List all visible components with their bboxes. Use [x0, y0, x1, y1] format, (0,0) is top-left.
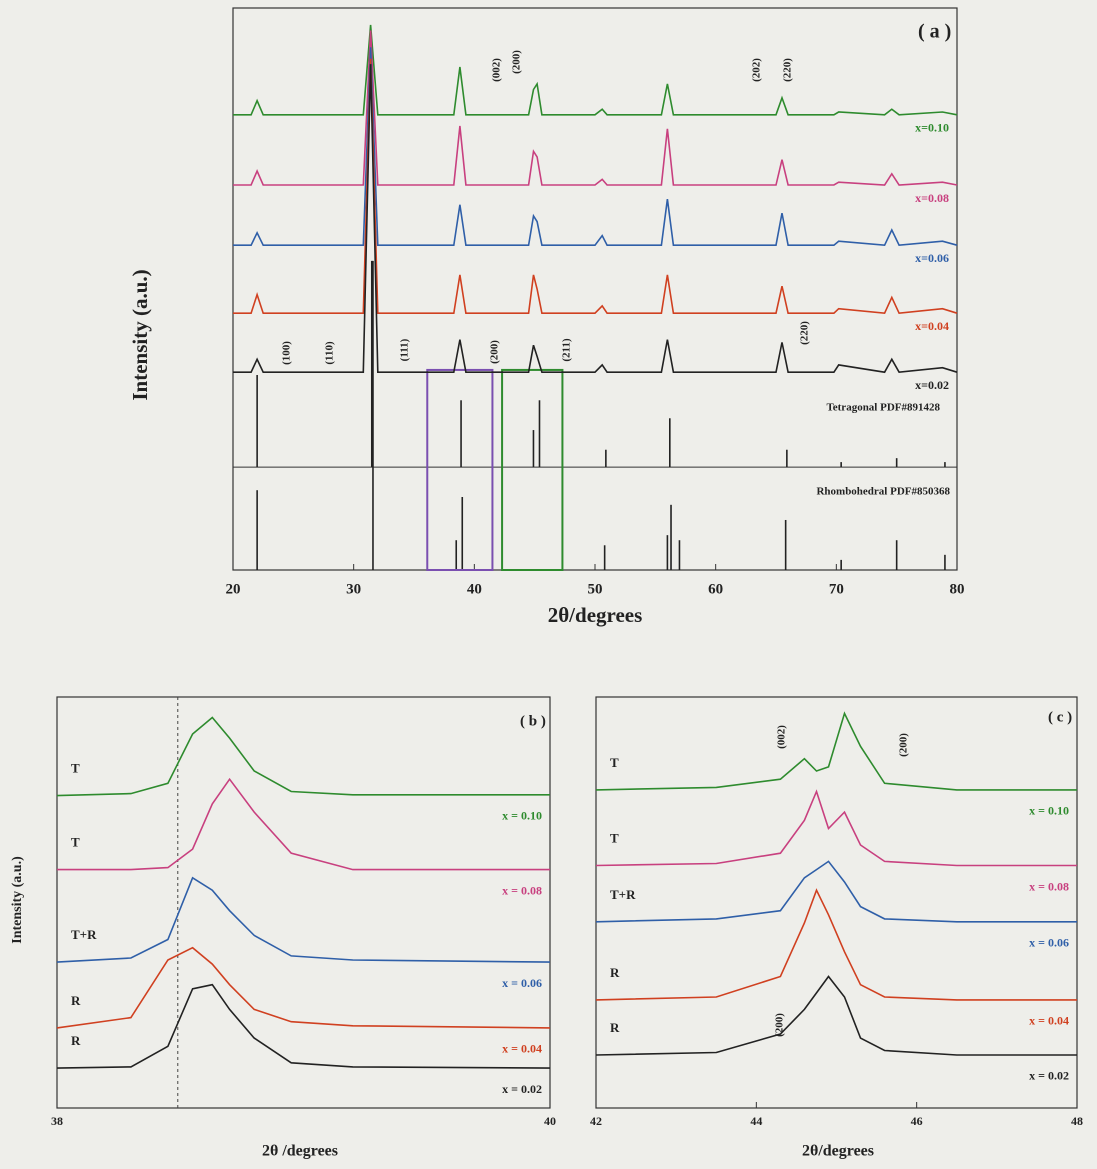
pattern-line: [233, 64, 957, 372]
panel-title: ( b ): [520, 713, 546, 729]
miller-index: (111): [399, 338, 411, 361]
pattern-line: [596, 713, 1077, 790]
phase-label: R: [610, 965, 620, 980]
x-tick-label: 20: [226, 581, 241, 597]
panel-c-frame: [596, 697, 1077, 1108]
miller-index: (211): [561, 338, 573, 362]
series-label: x=0.06: [915, 251, 949, 265]
series-label: x = 0.04: [502, 1042, 542, 1056]
series-label: x = 0.10: [1029, 804, 1069, 818]
y-axis-label: Intensity (a.u.): [128, 269, 152, 400]
series-label: x = 0.08: [502, 883, 542, 897]
reference-label: Rhombohedral PDF#850368: [816, 486, 950, 498]
x-tick-label: 80: [950, 581, 965, 597]
phase-label: T: [610, 830, 619, 845]
series-label: x=0.08: [915, 191, 949, 205]
miller-index: (202): [751, 58, 763, 82]
pattern-line: [233, 31, 957, 186]
pattern-line: [596, 792, 1077, 866]
series-label: x = 0.10: [502, 809, 542, 823]
phase-label: T: [610, 755, 619, 770]
series-label: x = 0.06: [1029, 936, 1069, 950]
pattern-line: [57, 948, 550, 1028]
x-tick-label: 44: [750, 1114, 762, 1128]
series-label: x = 0.08: [1029, 879, 1069, 893]
highlight-box: [427, 370, 492, 570]
phase-label: T: [71, 835, 80, 850]
miller-index: (200): [898, 733, 910, 757]
miller-index: (100): [281, 341, 293, 365]
miller-index: (002): [776, 725, 788, 749]
x-tick-label: 70: [829, 581, 844, 597]
phase-label: T+R: [71, 927, 97, 942]
x-tick-label: 60: [708, 581, 723, 597]
y-axis-label: Intensity (a.u.): [10, 856, 25, 944]
pattern-line: [233, 47, 957, 245]
x-tick-label: 46: [911, 1114, 923, 1128]
figure: ( a ) ( b ) ( c ) 2θ/degrees 2θ /degrees…: [0, 0, 1097, 1169]
phase-label: R: [71, 993, 81, 1008]
series-label: x = 0.02: [1029, 1069, 1069, 1083]
x-tick-label: 40: [467, 581, 482, 597]
pattern-line: [57, 878, 550, 962]
panel-title: ( c ): [1048, 709, 1072, 725]
x-axis-label: 2θ/degrees: [548, 603, 643, 627]
reference-label: Tetragonal PDF#891428: [826, 402, 940, 414]
pattern-line: [596, 861, 1077, 921]
panel-title: ( a ): [918, 21, 951, 43]
pattern-line: [57, 718, 550, 796]
miller-index: (002): [491, 58, 503, 82]
phase-label: R: [610, 1020, 620, 1035]
pattern-line: [596, 977, 1077, 1056]
phase-label: R: [71, 1033, 81, 1048]
series-label: x=0.02: [915, 378, 949, 392]
phase-label: T: [71, 761, 80, 776]
x-tick-label: 30: [346, 581, 361, 597]
miller-index: (220): [782, 58, 794, 82]
pattern-line: [233, 59, 957, 314]
x-tick-label: 40: [544, 1114, 556, 1128]
series-label: x = 0.02: [502, 1082, 542, 1096]
series-label: x=0.04: [915, 319, 949, 333]
miller-index: (220): [799, 321, 811, 345]
miller-index: (200): [489, 340, 501, 364]
series-label: x=0.10: [915, 121, 949, 135]
series-label: x = 0.04: [1029, 1014, 1069, 1028]
miller-index: (110): [324, 341, 336, 365]
series-label: x = 0.06: [502, 976, 542, 990]
x-tick-label: 48: [1071, 1114, 1083, 1128]
phase-label: T+R: [610, 887, 636, 902]
miller-index: (200): [774, 1013, 786, 1037]
pattern-line: [233, 25, 957, 115]
x-axis-label: 2θ /degrees: [262, 1143, 338, 1160]
panel-b-frame: [57, 697, 550, 1108]
x-axis-label: 2θ/degrees: [802, 1143, 874, 1160]
pattern-line: [596, 890, 1077, 1000]
miller-index: (200): [511, 50, 523, 74]
highlight-box: [502, 370, 562, 570]
x-tick-label: 50: [588, 581, 603, 597]
x-tick-label: 42: [590, 1114, 602, 1128]
x-tick-label: 38: [51, 1114, 63, 1128]
